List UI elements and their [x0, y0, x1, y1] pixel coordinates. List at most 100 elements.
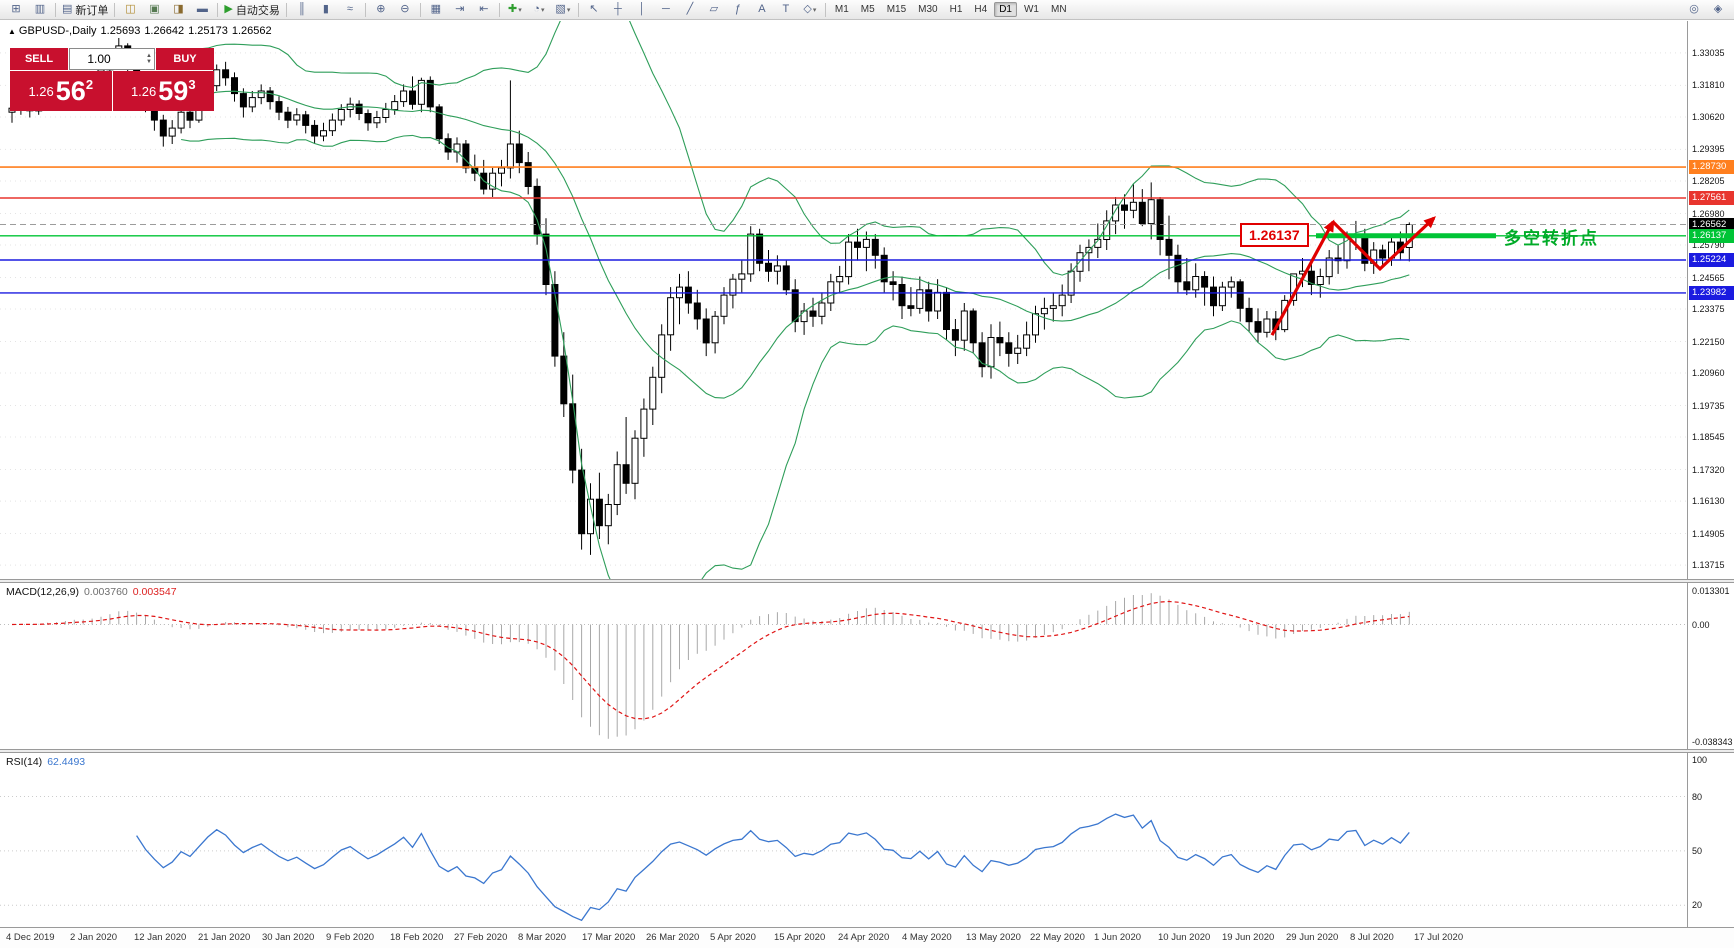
date-label: 26 Mar 2020: [646, 932, 700, 943]
timeframe-m30[interactable]: M30: [918, 4, 938, 15]
rsi-panel[interactable]: [0, 753, 1686, 927]
text-button[interactable]: A: [750, 0, 774, 19]
timeframe-w1[interactable]: W1: [1023, 4, 1039, 15]
annotation-note[interactable]: 多空转折点: [1504, 228, 1599, 248]
zoom-out-button[interactable]: ⊖: [393, 0, 417, 19]
fibonacci-button[interactable]: ƒ: [726, 0, 750, 19]
macd-axis-label: -0.038343: [1692, 737, 1733, 747]
bar-chart-button[interactable]: ║: [290, 0, 314, 19]
autotrading-label: 自动交易: [235, 4, 280, 17]
volume-up-icon[interactable]: ▲: [146, 53, 152, 59]
volume-stepper[interactable]: ▲▼: [69, 48, 155, 70]
sell-price-prefix: 1.26: [28, 83, 54, 99]
trendline-button[interactable]: ╱: [678, 0, 702, 19]
horizontal-line-button[interactable]: ─: [654, 0, 678, 19]
trend-arrow-up[interactable]: [1270, 219, 1335, 336]
trendline-icon: ╱: [686, 3, 694, 15]
zoom-in-button[interactable]: ⊕: [369, 0, 393, 19]
tile-windows-button[interactable]: ▦: [424, 0, 448, 19]
buy-price-button[interactable]: 1.26 59 3: [112, 71, 214, 111]
bollinger-lower-band: [181, 134, 1410, 579]
date-axis[interactable]: 4 Dec 2019 2 Jan 2020 12 Jan 2020 21 Jan 20…: [0, 927, 1734, 948]
crosshair-button[interactable]: ┼: [606, 0, 630, 19]
vertical-line-button[interactable]: │: [630, 0, 654, 19]
indicators-button[interactable]: ✚ ▾: [503, 0, 527, 19]
data-window-button[interactable]: ▣: [142, 0, 166, 19]
price-callout[interactable]: 1.26137: [1240, 222, 1309, 247]
auto-scroll-button[interactable]: ⇥: [448, 0, 472, 19]
search-button[interactable]: ◎: [1682, 0, 1706, 19]
sell-price-button[interactable]: 1.26 56 2: [10, 71, 112, 111]
panel-separator[interactable]: [0, 749, 1734, 753]
sell-price-sup: 2: [85, 77, 94, 92]
timeframe-m15[interactable]: M15: [886, 4, 907, 15]
panel-separator[interactable]: [0, 579, 1734, 583]
new-order-button[interactable]: ▤ 新订单: [59, 0, 111, 19]
channel-button[interactable]: ▱: [702, 0, 726, 19]
high-value: 1.26642: [144, 25, 185, 37]
layout-button[interactable]: ◈: [1706, 0, 1730, 19]
navigator-button[interactable]: ◨: [166, 0, 190, 19]
bollinger-upper-band: [181, 21, 1410, 276]
rsi-line: [136, 813, 1410, 922]
timeframe-h4[interactable]: H4: [974, 4, 988, 15]
price-line-label: 1.26137: [1689, 228, 1734, 243]
volume-spinner[interactable]: ▲ ▼: [146, 53, 154, 65]
toolbar-separator: [364, 2, 366, 17]
crosshair-icon: ┼: [613, 3, 622, 15]
macd-value-1: 0.003760: [83, 586, 128, 598]
price-chart[interactable]: [0, 21, 1686, 579]
timeframe-mn[interactable]: MN: [1050, 4, 1067, 15]
rsi-header: RSI(14) 62.4493: [6, 756, 85, 768]
text-label-button[interactable]: T: [774, 0, 798, 19]
toolbar-separator: [577, 2, 579, 17]
line-chart-button[interactable]: ≈: [338, 0, 362, 19]
bollinger-middle-band: [181, 90, 1410, 399]
toolbar: ⊞ ▥ ▤ 新订单 ◫ ▣ ◨ ▬ ▶ 自动交易 ║ ▮ ≈ ⊕ ⊖ ▦ ⇥ ⇤ ✚ ▾ ◔ ▾ ▧ ▾ ↖ ┼ │ ─ ╱ ▱ ƒ A T ◇ ▾…: [0, 0, 1734, 20]
axis-tick-label: 1.33035: [1692, 47, 1725, 58]
timeframe-m1[interactable]: M1: [834, 4, 849, 15]
axis-tick-label: 1.18545: [1692, 432, 1725, 442]
price-line-label: 1.25224: [1689, 253, 1734, 267]
timeframe-m5[interactable]: M5: [860, 4, 875, 15]
date-label: 1 Jun 2020: [1094, 932, 1142, 943]
date-label: 18 Feb 2020: [390, 932, 444, 943]
shapes-icon: ◇: [803, 3, 812, 15]
dropdown-arrow-icon: ▾: [566, 6, 571, 14]
cursor-button[interactable]: ↖: [582, 0, 606, 19]
axis-tick-label: 1.26980: [1692, 208, 1725, 219]
terminal-button[interactable]: ▬: [190, 0, 214, 19]
trend-arrow-zigzag[interactable]: [1331, 216, 1436, 272]
axis-tick-label: 1.25790: [1692, 240, 1725, 250]
timeframe-d1[interactable]: D1: [994, 2, 1017, 17]
timeframe-h1[interactable]: H1: [949, 4, 963, 15]
new-chart-icon: ⊞: [11, 3, 21, 15]
macd-panel[interactable]: [0, 583, 1686, 749]
candlestick-chart-button[interactable]: ▮: [314, 0, 338, 19]
terminal-icon: ▬: [196, 3, 208, 15]
periods-button[interactable]: ◔ ▾: [527, 0, 551, 19]
rsi-label: RSI(14): [6, 756, 43, 768]
chart-shift-icon: ⇤: [479, 3, 489, 15]
sell-button[interactable]: SELL: [10, 48, 68, 70]
chart-profiles-icon: ▥: [34, 3, 46, 15]
axis-tick-label: 1.19735: [1692, 400, 1725, 411]
buy-button[interactable]: BUY: [156, 48, 214, 70]
market-watch-button[interactable]: ◫: [118, 0, 142, 19]
close-value: 1.26562: [231, 25, 272, 37]
volume-input[interactable]: [70, 51, 128, 67]
volume-down-icon[interactable]: ▼: [146, 59, 152, 65]
vertical-line-icon: │: [638, 3, 646, 15]
shapes-button[interactable]: ◇ ▾: [798, 0, 822, 19]
chart-profiles-button[interactable]: ▥: [28, 0, 52, 19]
rsi-axis-label: 20: [1692, 900, 1703, 911]
rsi-axis-label: 50: [1692, 845, 1703, 856]
channel-icon: ▱: [709, 3, 719, 15]
new-chart-button[interactable]: ⊞: [4, 0, 28, 19]
price-axis[interactable]: 1.33035 1.31810 1.30620 1.29395 1.28205 1.269…: [1687, 21, 1734, 927]
buy-price-prefix: 1.26: [130, 83, 157, 99]
autotrading-button[interactable]: ▶ 自动交易: [221, 0, 282, 19]
axis-tick-label: 1.24565: [1692, 272, 1725, 283]
templates-button[interactable]: ▧ ▾: [551, 0, 575, 19]
chart-shift-button[interactable]: ⇤: [472, 0, 496, 19]
